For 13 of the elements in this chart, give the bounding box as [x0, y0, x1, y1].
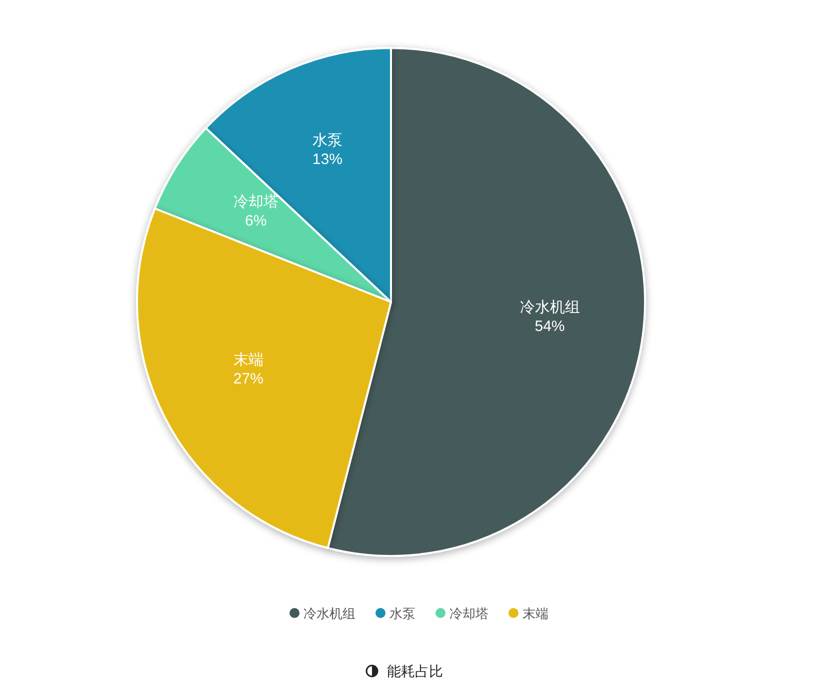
slice-label: 水泵 — [312, 132, 342, 150]
legend-label: 末端 — [522, 606, 548, 621]
text: 能耗占比 — [387, 663, 443, 679]
legend-label: 冷水机组 — [304, 606, 356, 621]
slice-label: 末端 — [233, 352, 264, 369]
slice-label: 冷水机组 — [520, 299, 580, 316]
slice-label: 冷却塔 — [233, 193, 278, 210]
data-label: 54% — [534, 318, 565, 336]
legend-label: 水泵 — [390, 606, 416, 621]
data-label: 6% — [245, 212, 267, 230]
data-label: 27% — [233, 370, 264, 388]
data-label: 13% — [312, 151, 342, 168]
legend-label: 冷却塔 — [450, 606, 488, 621]
